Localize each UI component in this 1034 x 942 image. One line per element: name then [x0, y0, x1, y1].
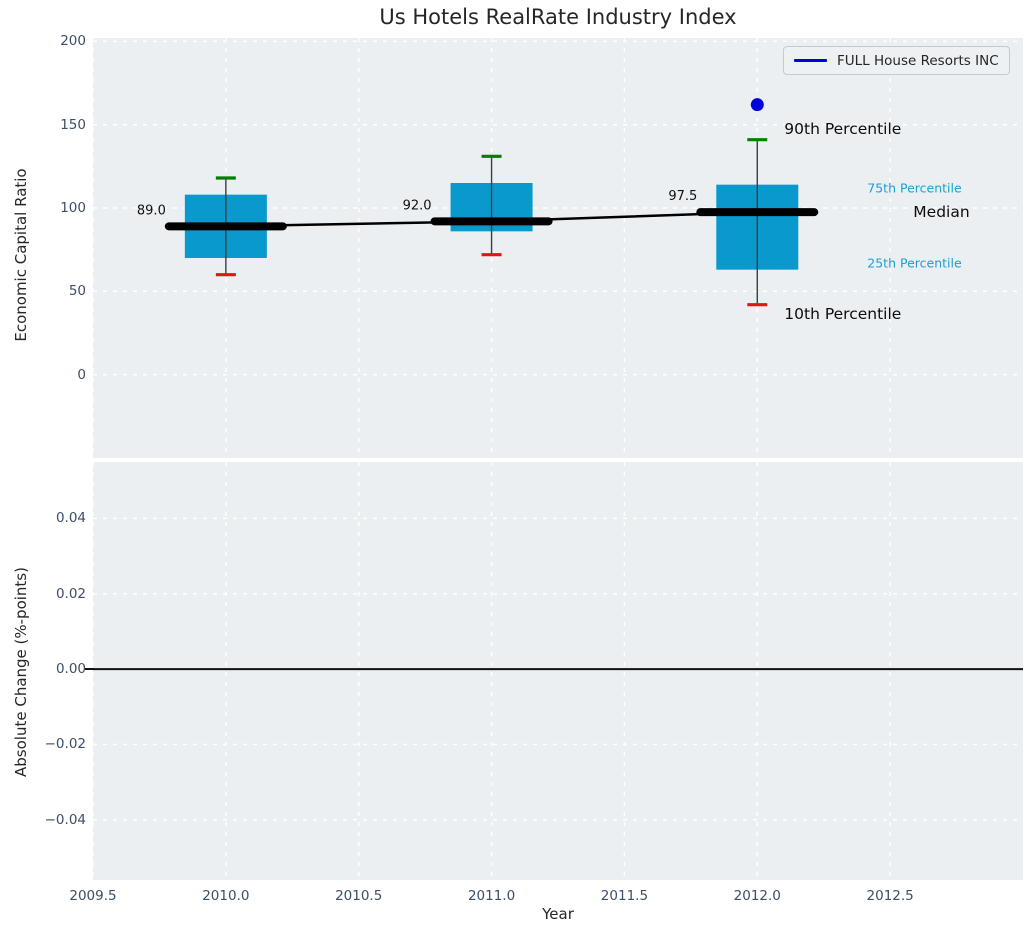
y-axis-label-top: Economic Capital Ratio [12, 168, 30, 342]
median-value-label: 92.0 [403, 198, 432, 213]
annotation-90th-percentile: 90th Percentile [784, 119, 902, 138]
x-tick-label: 2010.5 [335, 888, 383, 904]
top-panel-plot: 89.0 92.0 97.5 [93, 38, 1023, 458]
x-tick-label: 2012.5 [866, 888, 914, 904]
y-tick-label: 0 [77, 366, 86, 383]
y-tick-label: 0.00 [55, 661, 86, 678]
y-tick-label: 100 [60, 200, 86, 216]
annotation-75th-percentile: 75th Percentile [867, 180, 962, 196]
bottom-panel [93, 462, 1023, 880]
x-tick-label: 2009.5 [69, 888, 117, 904]
annotation-25th-percentile: 25th Percentile [867, 255, 962, 271]
y-tick-label: 200 [60, 33, 86, 50]
legend-line-swatch [794, 59, 827, 62]
company-data-point [750, 98, 764, 112]
annotation-10th-percentile: 10th Percentile [784, 304, 902, 323]
x-axis-label: Year [542, 905, 574, 923]
y-tick-label: 150 [60, 116, 86, 133]
annotation-median: Median [913, 203, 970, 222]
y-tick-label: 0.02 [55, 585, 86, 602]
top-panel: 89.0 92.0 97.5 [93, 38, 1023, 458]
median-value-label: 89.0 [137, 203, 166, 218]
y-tick-label: −0.04 [44, 811, 86, 828]
y-tick-label: 0.04 [55, 510, 86, 527]
chart-title: Us Hotels RealRate Industry Index [379, 5, 737, 29]
bottom-panel-plot [93, 462, 1023, 880]
y-tick-label: −0.02 [44, 736, 86, 753]
x-tick-label: 2012.0 [733, 888, 781, 904]
x-tick-label: 2011.0 [467, 888, 516, 904]
legend-label: FULL House Resorts INC [837, 52, 999, 69]
x-tick-label: 2010.0 [202, 888, 250, 904]
legend: FULL House Resorts INC [783, 46, 1010, 75]
zero-tick-mark [85, 668, 94, 671]
y-tick-label: 50 [68, 283, 86, 300]
median-value-label: 97.5 [668, 189, 697, 204]
x-tick-label: 2011.5 [600, 888, 649, 904]
